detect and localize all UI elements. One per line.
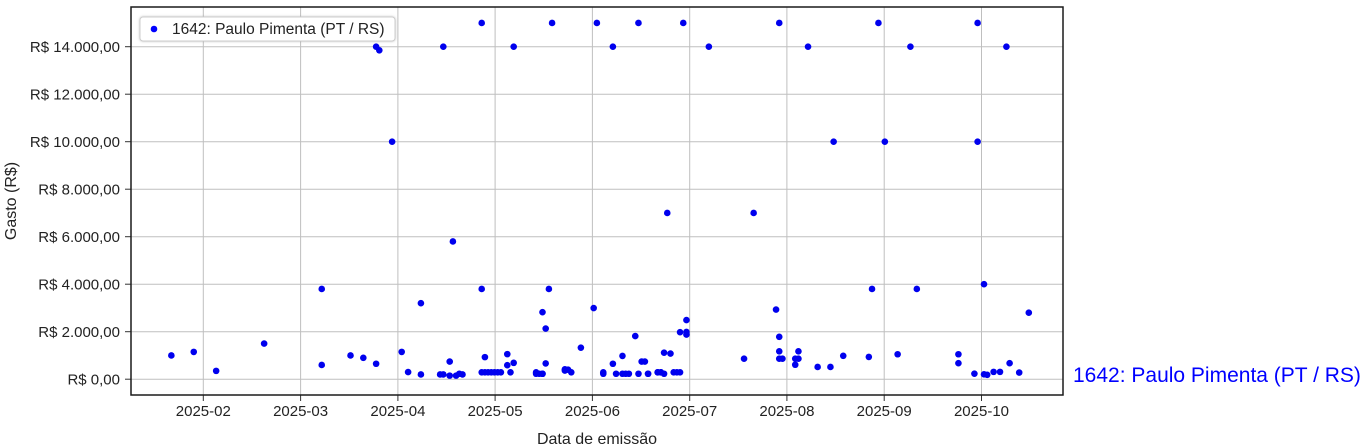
svg-text:R$ 2.000,00: R$ 2.000,00	[38, 324, 120, 341]
svg-text:1642: Paulo Pimenta (PT / RS): 1642: Paulo Pimenta (PT / RS)	[172, 21, 385, 38]
svg-text:Data de emissão: Data de emissão	[537, 431, 657, 448]
svg-text:Gasto (R$): Gasto (R$)	[3, 162, 20, 240]
svg-text:R$ 4.000,00: R$ 4.000,00	[38, 277, 120, 294]
svg-text:2025-04: 2025-04	[370, 403, 425, 420]
svg-text:R$ 6.000,00: R$ 6.000,00	[38, 229, 120, 246]
svg-text:2025-03: 2025-03	[273, 403, 328, 420]
svg-text:2025-06: 2025-06	[565, 403, 620, 420]
svg-text:R$ 12.000,00: R$ 12.000,00	[30, 87, 120, 104]
svg-text:2025-09: 2025-09	[857, 403, 912, 420]
svg-text:R$ 10.000,00: R$ 10.000,00	[30, 134, 120, 151]
svg-text:2025-07: 2025-07	[662, 403, 717, 420]
svg-text:2025-10: 2025-10	[954, 403, 1009, 420]
svg-text:2025-05: 2025-05	[468, 403, 523, 420]
svg-text:R$ 14.000,00: R$ 14.000,00	[30, 39, 120, 56]
svg-text:R$ 8.000,00: R$ 8.000,00	[38, 182, 120, 199]
svg-text:2025-08: 2025-08	[759, 403, 814, 420]
svg-text:1642: Paulo Pimenta (PT / RS): 1642: Paulo Pimenta (PT / RS)	[1073, 364, 1361, 387]
svg-text:2025-02: 2025-02	[176, 403, 231, 420]
svg-text:R$ 0,00: R$ 0,00	[67, 372, 120, 389]
